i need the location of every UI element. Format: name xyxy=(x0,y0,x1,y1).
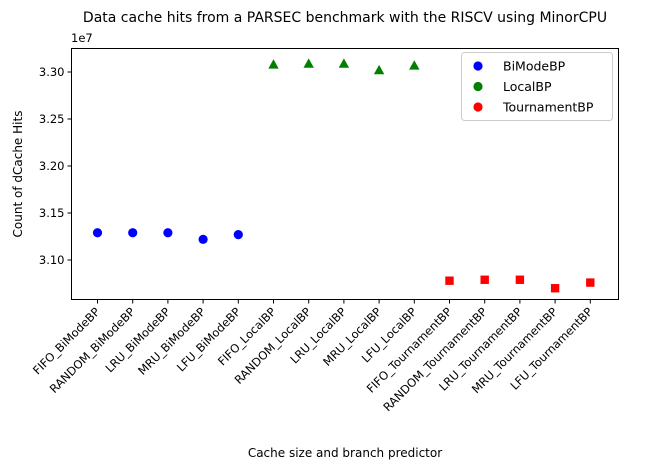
legend-entry-label: LocalBP xyxy=(503,79,552,94)
legend: BiModeBP LocalBP TournamentBP xyxy=(461,52,613,121)
chart-title: Data cache hits from a PARSEC benchmark … xyxy=(83,10,607,26)
legend-marker xyxy=(473,81,483,92)
data-point xyxy=(128,228,138,238)
data-point xyxy=(92,228,103,238)
x-axis: FIFO_BiModeBPRANDOM_BiModeBPLRU_BiModeBP… xyxy=(30,299,595,414)
data-point xyxy=(198,234,208,244)
data-point xyxy=(409,60,420,70)
series-LocalBP xyxy=(268,58,420,75)
legend-box xyxy=(461,52,613,121)
series-TournamentBP xyxy=(445,275,595,293)
data-point xyxy=(515,275,525,284)
plot-area-frame xyxy=(71,48,619,300)
data-point xyxy=(303,58,314,68)
x-axis-label: Cache size and branch predictor xyxy=(248,446,442,460)
data-point xyxy=(586,278,595,287)
legend-entry-label: TournamentBP xyxy=(502,100,594,115)
data-point xyxy=(480,275,489,284)
data-point xyxy=(373,64,385,75)
y-tick-label: 3.15 xyxy=(39,206,65,220)
series-BiModeBP xyxy=(92,228,243,244)
y-axis-label: Count of dCache Hits xyxy=(11,111,25,238)
y-tick-label: 3.25 xyxy=(39,112,65,126)
data-point xyxy=(233,230,243,240)
legend-marker xyxy=(473,102,483,112)
legend-entry-label: BiModeBP xyxy=(503,59,566,74)
data-point xyxy=(163,228,173,238)
y-tick-label: 3.20 xyxy=(39,159,65,173)
data-point xyxy=(338,58,350,68)
data-point xyxy=(445,276,454,285)
data-point xyxy=(550,284,560,293)
y-tick-label: 3.10 xyxy=(39,253,65,267)
y-axis: 3.10 3.15 3.20 3.25 3.30 xyxy=(39,65,72,267)
y-tick-label: 3.30 xyxy=(39,65,65,79)
data-points xyxy=(92,58,595,293)
legend-marker xyxy=(473,61,483,71)
y-axis-offset-label: 1e7 xyxy=(71,31,93,45)
data-point xyxy=(268,59,279,69)
